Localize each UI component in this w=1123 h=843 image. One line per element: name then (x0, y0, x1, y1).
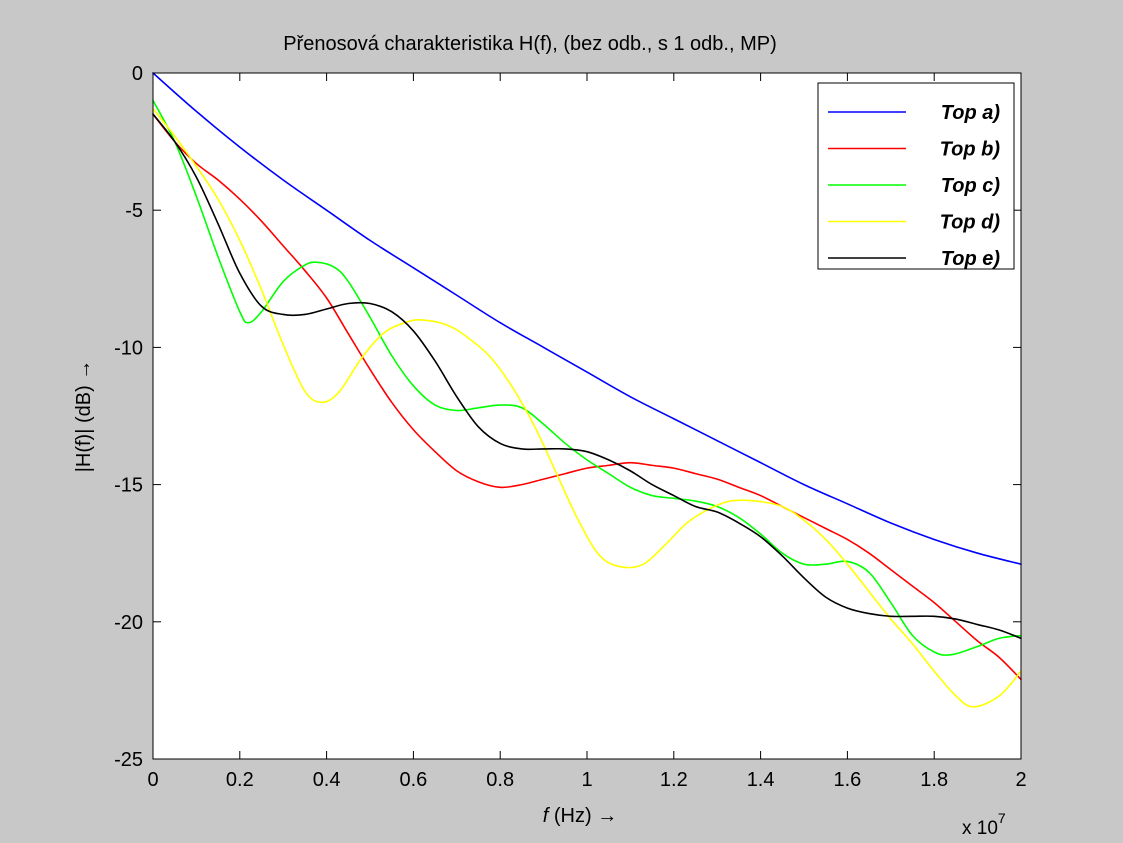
x-tick-label: 0.6 (399, 769, 427, 791)
x-tick-label: 0.4 (313, 769, 341, 791)
x-axis-label: f (Hz) → (543, 805, 617, 827)
y-axis-label: |H(f)| (dB) → (73, 360, 95, 473)
x-axis-label-rest: (Hz) → (548, 805, 617, 827)
legend-label: Top b) (940, 139, 1001, 161)
series-line-a (152, 72, 1022, 565)
legend-label: Top d) (940, 212, 1001, 234)
x-tick-label: 1.2 (660, 769, 688, 791)
series-line-b (152, 113, 1022, 681)
x-tick-label: 1.4 (747, 769, 775, 791)
x-tick-label: 2 (1015, 769, 1026, 791)
x-tick-label: 0 (147, 769, 158, 791)
y-tick-label: -15 (114, 475, 143, 497)
legend-items: Top a) Top b) Top c) Top d) Top e) (828, 102, 1000, 270)
y-tick-label: -5 (125, 200, 143, 222)
legend-label: Top c) (941, 175, 1001, 197)
x-tick-label: 0.8 (486, 769, 514, 791)
series-line-e (152, 113, 1022, 640)
legend-label: Top a) (941, 102, 1001, 124)
y-tick-label: -25 (114, 749, 143, 771)
x-tick-label: 0.2 (226, 769, 254, 791)
chart-title: Přenosová charakteristika H(f), (bez odb… (283, 33, 777, 55)
series-layer (152, 72, 1022, 708)
series-line-d (152, 107, 1022, 708)
series-line-c (152, 99, 1022, 656)
ticks-layer: 0 0.2 0.4 0.6 0.8 1 1.2 1.4 1.6 1.8 2 0 -5 -10 -15 -20 -… (114, 63, 1026, 791)
x-axis-multiplier: x 107 (962, 810, 1006, 839)
x-axis-label-italic: f (543, 805, 551, 827)
y-tick-label: -20 (114, 612, 143, 634)
x-tick-label: 1 (581, 769, 592, 791)
x-tick-label: 1.8 (920, 769, 948, 791)
x-multiplier-base: x 10 (962, 818, 998, 839)
y-tick-label: -10 (114, 337, 143, 359)
legend: Top a) Top b) Top c) Top d) Top e) (817, 82, 1015, 270)
y-tick-label: 0 (132, 63, 143, 85)
legend-box (817, 82, 1015, 270)
x-tick-label: 1.6 (833, 769, 861, 791)
legend-label: Top e) (941, 248, 1001, 270)
x-multiplier-exponent: 7 (998, 810, 1006, 826)
